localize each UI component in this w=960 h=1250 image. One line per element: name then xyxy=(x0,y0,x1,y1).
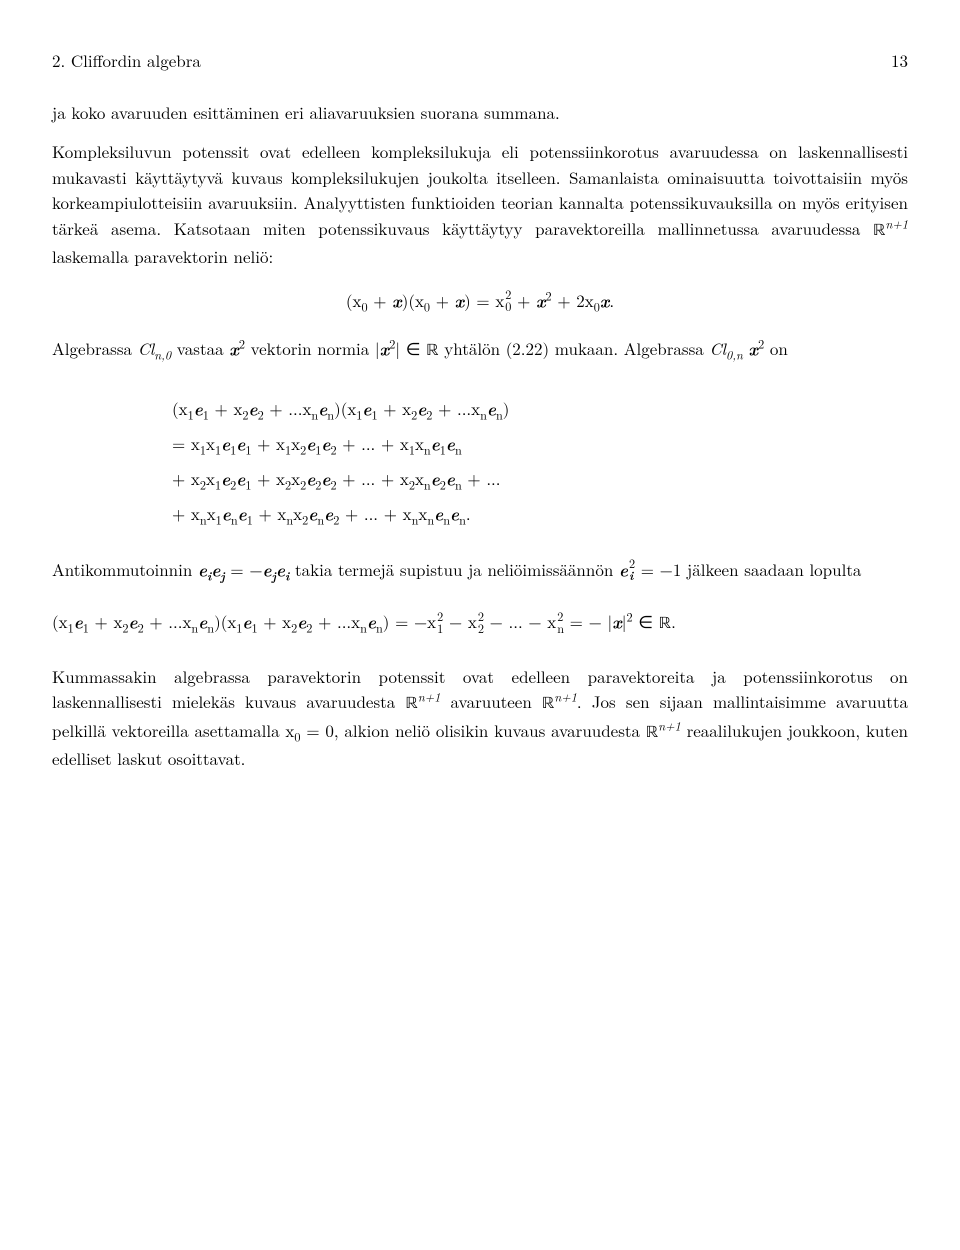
equation-1: (x0 + x)(x0 + x) = x20 + x2 + 2x0x. xyxy=(52,288,908,315)
equation-wide: (x1e1 + x2e2 + ...xnen)(x1e1 + x2e2 + ..… xyxy=(52,609,908,638)
paragraph-3: Algebrassa Cln,0 vastaa x2 vektorin norm… xyxy=(52,336,908,365)
page-header: 2. Cliffordin algebra 13 xyxy=(52,48,908,74)
paragraph-2: Kompleksiluvun potenssit ovat edelleen k… xyxy=(52,139,908,270)
paragraph-5: Kummassakin algebrassa paravektorin pote… xyxy=(52,664,908,772)
eq-line-3: + x2x1e2e1 + x2x2e2e2 + ... + x2xne2en +… xyxy=(172,461,908,496)
eq-line-2: = x1x1e1e1 + x1x2e1e2 + ... + x1xne1en xyxy=(172,426,908,461)
header-section: 2. Cliffordin algebra xyxy=(52,48,201,74)
real-symbol: ℝ xyxy=(873,223,885,240)
eq-line-4: + xnx1ene1 + xnx2ene2 + ... + xnxnenen. xyxy=(172,496,908,531)
paragraph-1: ja koko avaruuden esittäminen eri aliava… xyxy=(52,100,908,126)
header-page-number: 13 xyxy=(891,48,908,74)
eq-line-1: (x1e1 + x2e2 + ...xnen)(x1e1 + x2e2 + ..… xyxy=(172,391,908,426)
paragraph-4: Antikommutoinnin eiej = −ejei takia term… xyxy=(52,557,908,584)
equation-block: (x1e1 + x2e2 + ...xnen)(x1e1 + x2e2 + ..… xyxy=(172,391,908,531)
